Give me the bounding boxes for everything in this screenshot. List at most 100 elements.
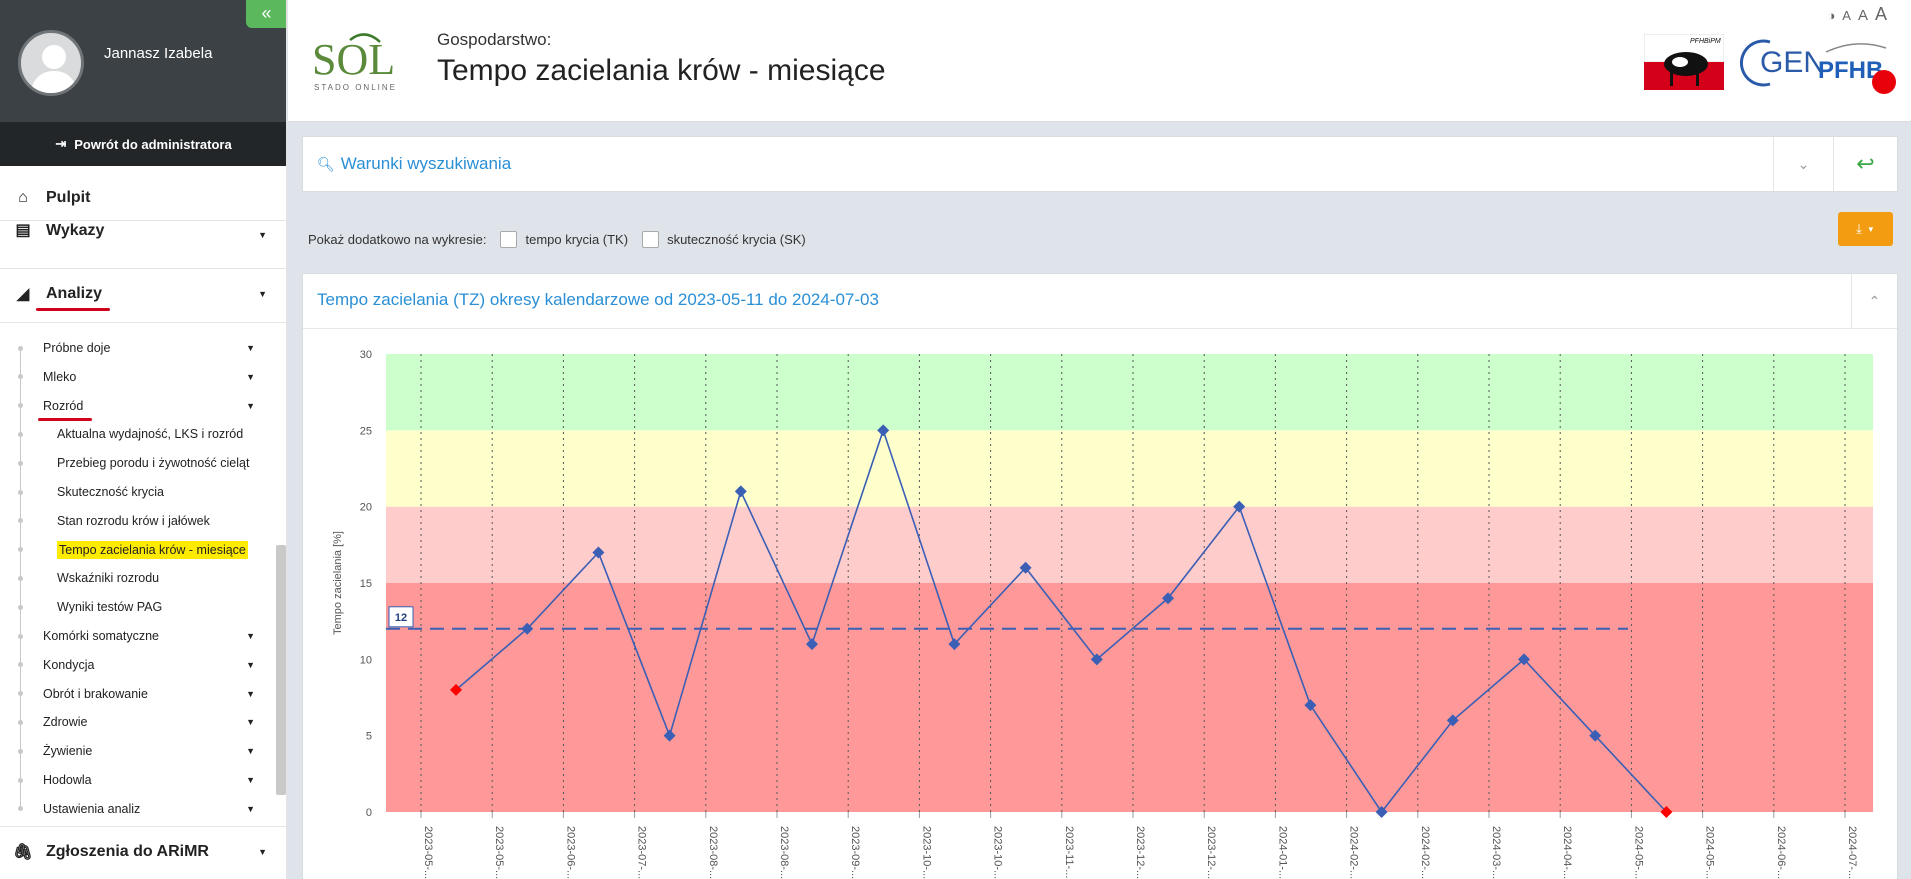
x-tick-label: 2023-05-... bbox=[493, 826, 505, 879]
chart-band bbox=[386, 506, 1873, 583]
tree-dot bbox=[18, 662, 23, 668]
x-tick-label: 2024-06-... bbox=[1775, 826, 1787, 879]
contrast-icon[interactable]: ◑ bbox=[1827, 8, 1836, 23]
tree-dot bbox=[18, 806, 23, 812]
sidebar-item[interactable]: Próbne doje ▼ bbox=[0, 336, 275, 360]
sidebar-item[interactable]: Stan rozrodu krów i jałówek bbox=[0, 509, 275, 533]
x-tick-label: 2024-02-... bbox=[1348, 826, 1360, 879]
x-tick-label: 2024-01-... bbox=[1276, 826, 1288, 879]
chevron-down-icon[interactable]: ⌄ bbox=[1773, 137, 1833, 191]
tree-dot bbox=[18, 345, 23, 351]
chart-options: Pokaż dodatkowo na wykresie: tempo kryci… bbox=[308, 228, 806, 250]
sidebar-item[interactable]: Wskaźniki rozrodu bbox=[0, 566, 275, 590]
chart-band bbox=[386, 430, 1873, 507]
caret-down-icon: ▼ bbox=[258, 847, 267, 857]
search-icon: 🔍︎ bbox=[317, 155, 335, 172]
export-button[interactable]: ⤓ ▼ bbox=[1838, 212, 1893, 246]
font-small-button[interactable]: A bbox=[1842, 8, 1851, 23]
nav-analizy[interactable]: ◢ Analizy ▼ bbox=[0, 272, 286, 316]
sidebar-item[interactable]: Zdrowie ▼ bbox=[0, 710, 275, 734]
caret-down-icon: ▼ bbox=[258, 289, 267, 299]
tree-dot bbox=[18, 547, 23, 553]
sidebar-item[interactable]: Ustawienia analiz ▼ bbox=[0, 797, 275, 821]
collapse-sidebar-button[interactable]: « bbox=[246, 0, 286, 28]
data-point bbox=[1518, 653, 1530, 666]
caret-down-icon: ▼ bbox=[246, 688, 255, 699]
annotation-underline bbox=[38, 418, 92, 421]
avatar bbox=[18, 30, 84, 96]
svg-text:SOL: SOL bbox=[312, 35, 395, 84]
sidebar-item[interactable]: Kondycja ▼ bbox=[0, 653, 275, 677]
data-point bbox=[663, 729, 676, 742]
sidebar-item-label: Skuteczność krycia bbox=[57, 485, 164, 499]
sidebar-item[interactable]: Aktualna wydajność, LKS i rozród bbox=[0, 422, 275, 446]
y-tick-label: 20 bbox=[360, 502, 372, 514]
nav-wykazy[interactable]: ▤ Wykazy ▼ bbox=[0, 212, 286, 244]
sidebar-item[interactable]: Przebieg porodu i żywotność cieląt bbox=[0, 451, 275, 475]
sidebar-item[interactable]: Skuteczność krycia bbox=[0, 480, 275, 504]
x-tick-label: 2023-12-... bbox=[1205, 826, 1217, 879]
tree-dot bbox=[18, 460, 23, 466]
sidebar-item-label: Aktualna wydajność, LKS i rozród bbox=[57, 427, 244, 442]
svg-text:STADO ONLINE: STADO ONLINE bbox=[314, 83, 397, 92]
tree-dot bbox=[18, 518, 23, 524]
x-tick-label: 2023-08-... bbox=[778, 826, 790, 879]
tree-dot bbox=[18, 575, 23, 581]
sidebar-item-label: Rozród bbox=[43, 398, 84, 413]
y-tick-label: 0 bbox=[366, 807, 372, 819]
sidebar-item[interactable]: Rozród ▼ bbox=[0, 394, 275, 418]
caret-down-icon: ▼ bbox=[246, 371, 255, 382]
sidebar-item[interactable]: Żywienie ▼ bbox=[0, 739, 275, 763]
tree-dot bbox=[18, 374, 23, 380]
data-point bbox=[1589, 729, 1602, 742]
caret-down-icon: ▼ bbox=[246, 717, 255, 728]
x-tick-label: 2023-07-... bbox=[636, 826, 648, 879]
sidebar-item[interactable]: Hodowla ▼ bbox=[0, 768, 275, 792]
return-to-admin-link[interactable]: ⇥ Powrót do administratora bbox=[0, 122, 286, 166]
sidebar-scrollbar[interactable] bbox=[276, 545, 286, 795]
checkbox-sk[interactable] bbox=[642, 230, 660, 248]
sidebar-item[interactable]: Komórki somatyczne ▼ bbox=[0, 624, 275, 648]
sidebar-item[interactable]: Mleko ▼ bbox=[0, 365, 275, 389]
checkbox-tk[interactable] bbox=[500, 230, 518, 248]
x-tick-label: 2023-11-... bbox=[1063, 826, 1075, 878]
sidebar-item-label: Przebieg porodu i żywotność cieląt bbox=[57, 456, 250, 471]
tree-dot bbox=[18, 691, 23, 697]
caret-down-icon: ▼ bbox=[246, 631, 255, 641]
back-button[interactable]: ↩ bbox=[1833, 137, 1897, 191]
caret-down-icon: ▼ bbox=[246, 746, 255, 757]
tree-dot bbox=[18, 431, 23, 437]
sidebar-item[interactable]: Wyniki testów PAG bbox=[0, 595, 275, 619]
sidebar-item-label: Ustawienia analiz bbox=[43, 801, 141, 816]
sidebar-item-label: Zdrowie bbox=[43, 715, 88, 730]
data-point bbox=[1090, 653, 1103, 666]
caret-down-icon: ▼ bbox=[246, 659, 255, 670]
sidebar-item-label: Żywienie bbox=[43, 744, 93, 759]
font-medium-button[interactable]: A bbox=[1857, 7, 1868, 24]
tree-dot bbox=[18, 489, 23, 495]
sidebar-item[interactable]: Obrót i brakowanie ▼ bbox=[0, 682, 275, 706]
font-large-button[interactable]: A bbox=[1874, 4, 1887, 24]
x-tick-label: 2023-09-... bbox=[849, 826, 861, 879]
y-tick-label: 15 bbox=[360, 578, 372, 590]
caret-down-icon: ▼ bbox=[246, 343, 255, 353]
x-tick-label: 2024-05-... bbox=[1704, 826, 1716, 879]
annotation-underline bbox=[36, 308, 110, 311]
data-point bbox=[1162, 592, 1174, 605]
average-label-box bbox=[388, 606, 414, 628]
sol-logo: SOL STADO ONLINE bbox=[312, 33, 397, 92]
nav-zgloszenia[interactable]: 🖇 Zgłoszenia do ARiMR ▼ bbox=[12, 843, 267, 861]
nav-pulpit[interactable]: ⌂ Pulpit bbox=[0, 176, 286, 220]
caret-down-icon: ▼ bbox=[246, 400, 255, 411]
search-conditions-toggle[interactable]: 🔍︎ Warunki wyszukiwania bbox=[317, 154, 512, 173]
sidebar-item-label: Mleko bbox=[43, 369, 77, 384]
tree-dot bbox=[18, 748, 23, 754]
x-tick-label: 2023-10-... bbox=[920, 826, 932, 879]
chevron-up-icon[interactable]: ⌃ bbox=[1851, 274, 1897, 328]
average-label: 12 bbox=[395, 612, 407, 624]
sidebar-item-active[interactable]: Tempo zacielania krów - miesiące bbox=[0, 538, 275, 562]
sidebar-item-label: Hodowla bbox=[43, 773, 92, 787]
data-point bbox=[734, 485, 747, 498]
data-point bbox=[1375, 806, 1388, 818]
data-point bbox=[948, 638, 961, 651]
